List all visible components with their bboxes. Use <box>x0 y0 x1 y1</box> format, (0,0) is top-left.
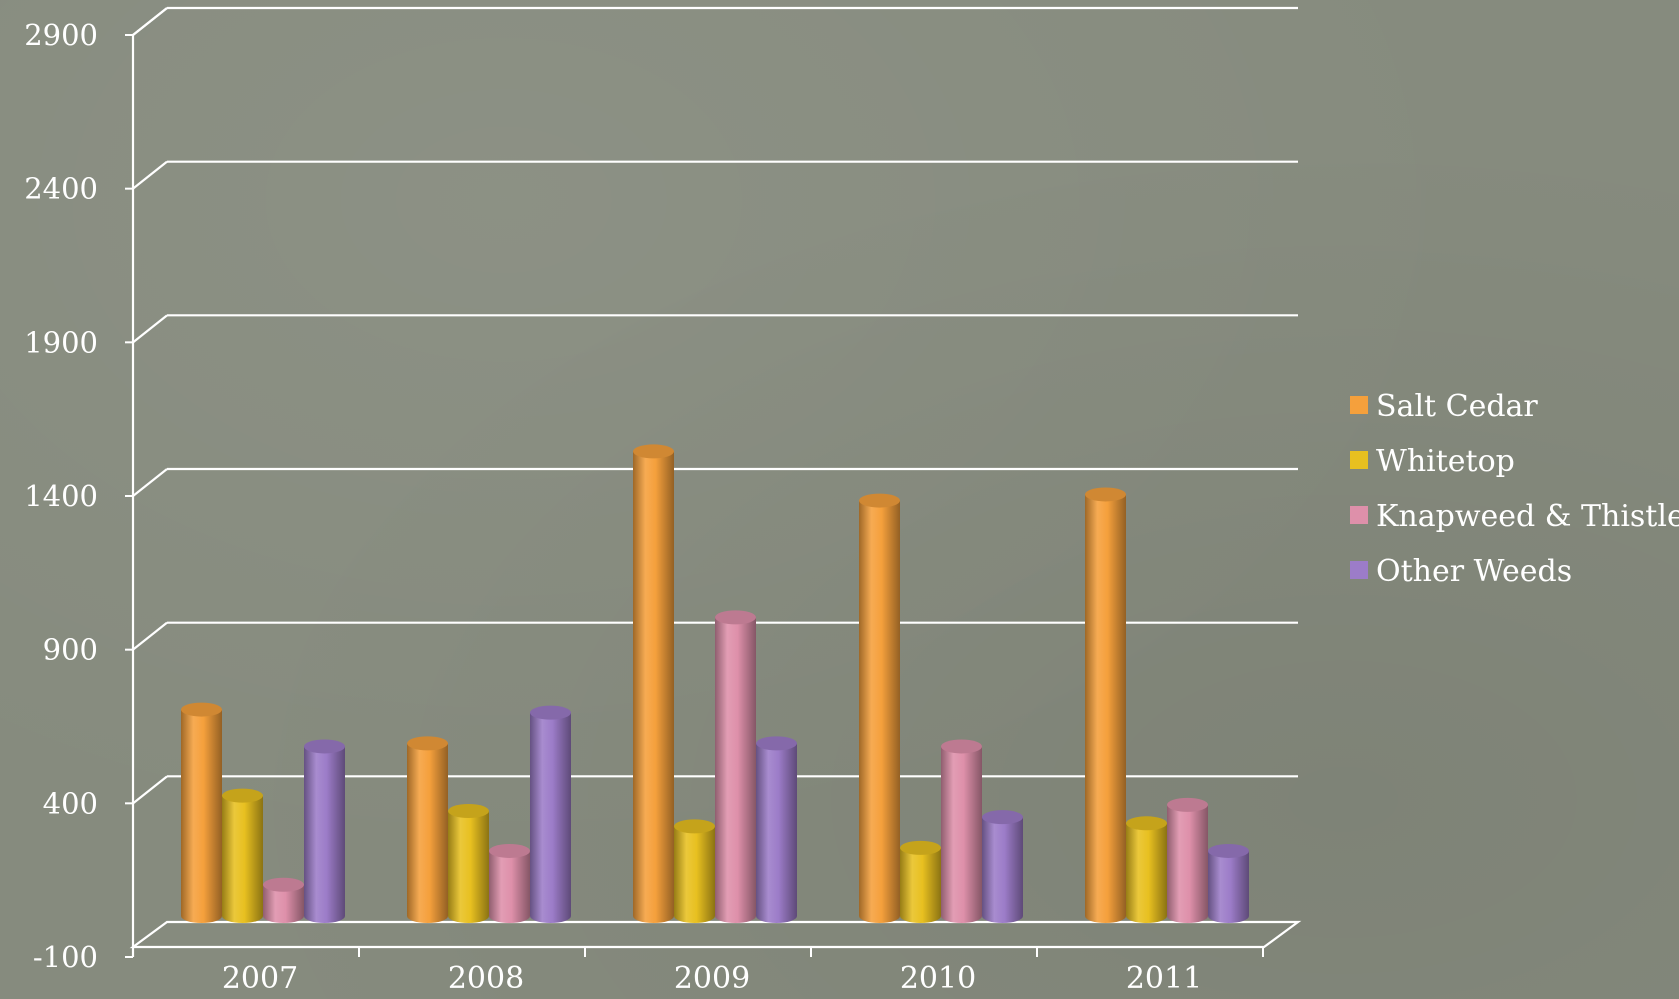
legend: Salt Cedar Whitetop Knapweed & Thistle Othe… <box>1350 389 1679 589</box>
x-tick-label: 2009 <box>674 961 750 996</box>
bar <box>263 877 304 923</box>
bar-body <box>1208 850 1249 923</box>
bar-top <box>674 819 715 834</box>
bar-top <box>489 843 530 858</box>
bar <box>982 810 1023 923</box>
bar-body <box>941 746 982 923</box>
bar-top <box>1208 843 1249 858</box>
bar-body <box>674 826 715 923</box>
bar-top <box>900 840 941 855</box>
bar-body <box>859 500 900 923</box>
axis-top-edge <box>132 7 168 36</box>
y-tick-label: 400 <box>43 786 98 820</box>
gridline-depth <box>132 775 168 805</box>
legend-item: Whitetop <box>1350 444 1515 479</box>
bar <box>674 819 715 923</box>
axis-layer: -100 400 900 1400 1900 2400 2900 2007 2008 2009 20… <box>24 7 1302 996</box>
bar-top <box>222 788 263 803</box>
bar-top <box>304 739 345 754</box>
legend-item: Salt Cedar <box>1350 389 1538 424</box>
bar-body <box>407 743 448 923</box>
bar <box>304 739 345 923</box>
bar <box>489 843 530 923</box>
bar <box>448 803 489 923</box>
gridline-depth <box>132 314 168 344</box>
legend-label: Other Weeds <box>1376 554 1572 589</box>
y-tick-label: 2400 <box>24 172 98 206</box>
bar-body <box>715 617 756 923</box>
bar-body <box>1126 823 1167 923</box>
bar-body <box>633 451 674 923</box>
bars-layer <box>181 444 1249 923</box>
bar <box>1208 843 1249 923</box>
y-tick-label: -100 <box>33 940 98 974</box>
bar-top <box>859 493 900 508</box>
legend-swatch <box>1350 451 1368 469</box>
bar-body <box>448 810 489 923</box>
gridline-depth <box>132 468 168 497</box>
bar-body <box>530 712 571 923</box>
bar <box>715 610 756 923</box>
legend-swatch <box>1350 396 1368 414</box>
bar-top <box>1085 487 1126 502</box>
bar-top <box>407 736 448 751</box>
bar <box>900 840 941 923</box>
bar-top <box>982 810 1023 825</box>
bar <box>407 736 448 923</box>
bar-body <box>1167 804 1208 923</box>
bar <box>633 444 674 923</box>
x-tick-label: 2008 <box>448 961 524 996</box>
bar <box>1085 487 1126 923</box>
bar-top <box>263 877 304 892</box>
y-tick-label: 2900 <box>24 18 98 52</box>
bar-body <box>756 743 797 923</box>
legend-swatch <box>1350 561 1368 579</box>
floor <box>129 920 1302 949</box>
bar-top <box>1126 816 1167 831</box>
bar-top <box>530 705 571 720</box>
y-tick-label: 900 <box>43 633 98 667</box>
x-tick-label: 2007 <box>222 961 298 996</box>
y-tick-label: 1900 <box>24 325 98 359</box>
bar-body <box>1085 494 1126 923</box>
x-tick-label: 2010 <box>900 961 976 996</box>
legend-label: Knapweed & Thistle <box>1376 499 1679 534</box>
legend-swatch <box>1350 506 1368 524</box>
legend-item: Other Weeds <box>1350 554 1572 589</box>
bar <box>181 702 222 923</box>
bar <box>941 739 982 923</box>
bar-top <box>715 610 756 625</box>
bar-body <box>489 850 530 923</box>
bar-top <box>756 736 797 751</box>
bar-body <box>263 884 304 923</box>
legend-label: Whitetop <box>1376 444 1515 479</box>
bar-top <box>448 803 489 818</box>
x-tick-label: 2011 <box>1126 961 1202 996</box>
bar-top <box>941 739 982 754</box>
legend-label: Salt Cedar <box>1376 389 1538 424</box>
gridline-depth <box>132 621 168 651</box>
gridline-depth <box>132 160 168 190</box>
bar-body <box>222 795 263 923</box>
bar <box>222 788 263 923</box>
bar-body <box>982 817 1023 923</box>
bar-top <box>633 444 674 459</box>
bar <box>756 736 797 923</box>
y-tick-label: 1400 <box>24 479 98 513</box>
bar <box>530 705 571 923</box>
bar-top <box>1167 797 1208 812</box>
bar-body <box>181 709 222 923</box>
bar <box>1126 816 1167 923</box>
bar-body <box>304 746 345 923</box>
bar <box>1167 797 1208 923</box>
legend-item: Knapweed & Thistle <box>1350 499 1679 534</box>
bar-top <box>181 702 222 717</box>
bar-body <box>900 847 941 923</box>
bar <box>859 493 900 923</box>
